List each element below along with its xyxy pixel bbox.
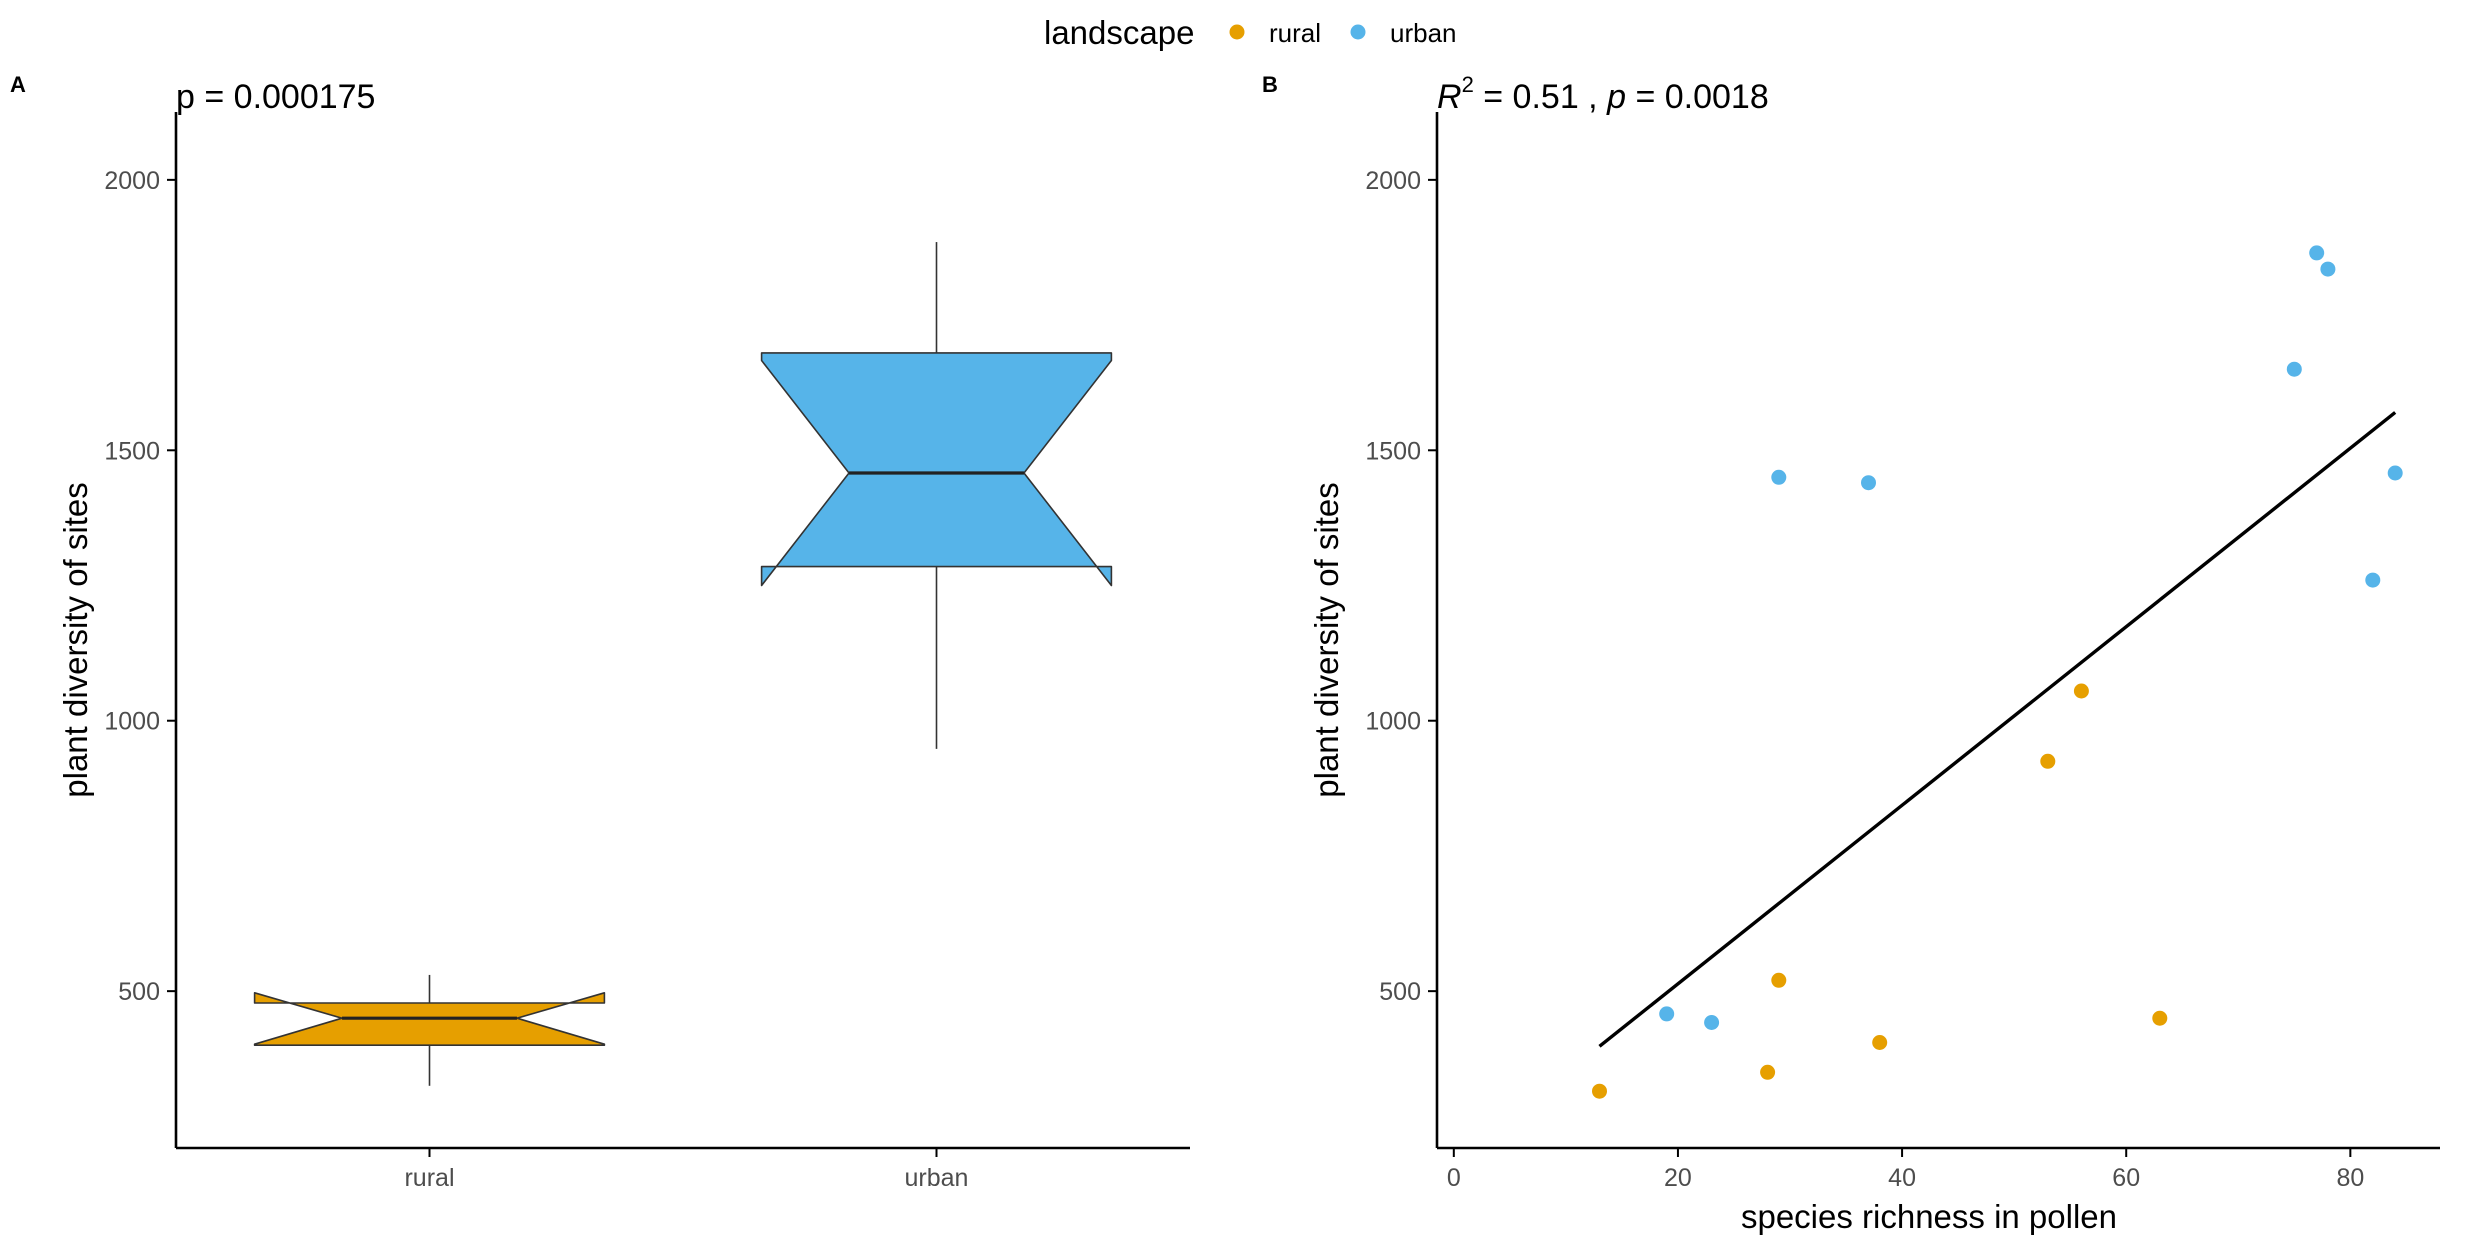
panel-a: A p = 0.000175 plant diversity of sites … bbox=[10, 72, 1190, 1192]
point-rural-0 bbox=[1592, 1083, 1607, 1099]
point-rural-4 bbox=[2040, 753, 2056, 769]
panel-b-title-r: R bbox=[1437, 78, 1462, 116]
point-urban-3 bbox=[1861, 475, 1876, 491]
panel-a-title: p = 0.000175 bbox=[176, 78, 375, 116]
panel-b-y-axis-label: plant diversity of sites bbox=[1308, 482, 1345, 797]
panel-a-y-tick-label-1000: 1000 bbox=[104, 708, 160, 736]
panel-a-y-tick-label-500: 500 bbox=[118, 978, 160, 1006]
panel-b-title-p: p bbox=[1606, 78, 1626, 116]
panel-label-b: B bbox=[1262, 72, 1278, 97]
panel-b-y-tick-label-1000: 1000 bbox=[1365, 708, 1421, 736]
point-rural-2 bbox=[1771, 972, 1787, 988]
box-urban bbox=[760, 352, 1113, 587]
panel-b-x-tick-label-60: 60 bbox=[2112, 1164, 2140, 1192]
panel-b-x-tick-label-80: 80 bbox=[2336, 1164, 2364, 1192]
panel-b-trend bbox=[1598, 411, 2397, 1048]
trend-line bbox=[1598, 411, 2397, 1048]
point-urban-1 bbox=[1704, 1015, 1720, 1030]
point-rural-6 bbox=[2152, 1010, 2168, 1026]
panel-b-title-mid: = 0.51 , bbox=[1474, 78, 1607, 116]
panel-b-x-tick-label-0: 0 bbox=[1447, 1164, 1461, 1192]
panel-a-y-tick-label-1500: 1500 bbox=[104, 437, 160, 465]
panel-a-x-tick-label-urban: urban bbox=[905, 1164, 969, 1192]
point-urban-2 bbox=[1771, 469, 1787, 485]
panel-label-a: A bbox=[10, 72, 26, 97]
legend-title: landscape bbox=[1044, 14, 1194, 51]
legend-key-urban bbox=[1350, 24, 1366, 40]
point-rural-5 bbox=[2073, 683, 2089, 699]
panel-b-y-tick-label-1500: 1500 bbox=[1365, 437, 1421, 465]
point-rural-3 bbox=[1872, 1035, 1888, 1050]
legend: landscape rural urban bbox=[1044, 14, 1457, 51]
panel-b: B R2 = 0.51 , p = 0.0018 plant diversity… bbox=[1262, 72, 2440, 1235]
point-urban-8 bbox=[2387, 465, 2403, 481]
panel-b-title-end: = 0.0018 bbox=[1626, 78, 1769, 116]
point-urban-4 bbox=[2286, 361, 2302, 377]
panel-b-points bbox=[1592, 245, 2403, 1099]
panel-b-x-tick-label-20: 20 bbox=[1664, 1164, 1692, 1192]
legend-label-rural: rural bbox=[1269, 18, 1321, 48]
panel-a-x-tick-label-rural: rural bbox=[404, 1164, 454, 1192]
panel-a-boxes bbox=[253, 242, 1113, 1086]
panel-b-y-tick-label-500: 500 bbox=[1379, 978, 1421, 1006]
panel-a-y-tick-label-2000: 2000 bbox=[104, 167, 160, 195]
point-rural-1 bbox=[1760, 1064, 1776, 1080]
point-urban-0 bbox=[1659, 1006, 1675, 1022]
point-urban-5 bbox=[2309, 245, 2325, 261]
panel-b-x-axis-label: species richness in pollen bbox=[1741, 1198, 2117, 1235]
point-urban-7 bbox=[2365, 572, 2381, 588]
point-urban-6 bbox=[2320, 261, 2336, 277]
panel-b-axes: 500 1000 1500 2000 0 20 40 60 80 bbox=[1365, 112, 2440, 1192]
legend-key-rural bbox=[1229, 24, 1245, 40]
legend-label-urban: urban bbox=[1390, 18, 1457, 48]
panel-b-title-sup: 2 bbox=[1462, 72, 1474, 97]
panel-b-title: R2 = 0.51 , p = 0.0018 bbox=[1437, 72, 1769, 116]
panel-a-axes: 500 1000 1500 2000 rural urban bbox=[104, 112, 1190, 1192]
panel-b-y-tick-label-2000: 2000 bbox=[1365, 167, 1421, 195]
panel-b-x-tick-label-40: 40 bbox=[1888, 1164, 1916, 1192]
panel-a-y-axis-label: plant diversity of sites bbox=[57, 482, 94, 797]
